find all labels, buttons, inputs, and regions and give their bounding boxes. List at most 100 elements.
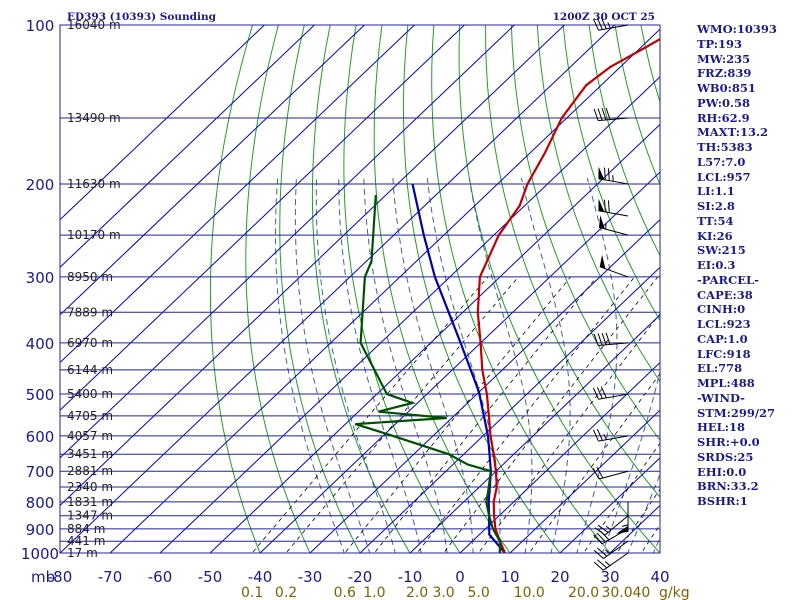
isotherms [60, 25, 660, 553]
temperature-trace [476, 37, 660, 553]
wind-barb-flag [597, 524, 609, 533]
temperature-tick-label: 0 [455, 568, 465, 586]
wind-barb-flag [592, 467, 600, 480]
isotherm [159, 76, 660, 553]
mixing-ratio-label: 3.0 [432, 585, 454, 600]
dry-adiabat [209, 25, 261, 553]
isotherm [509, 409, 660, 553]
dry-adiabat [402, 25, 561, 553]
wind-barb-staff [603, 552, 629, 571]
wind-barb-flag [596, 428, 603, 441]
temperature-tick-label: -80 [48, 568, 73, 586]
height-label: 16040 m [67, 18, 121, 32]
wind-barb-half-flag [604, 561, 611, 566]
mixing-ratio-line [344, 276, 571, 553]
isotherm [60, 25, 616, 553]
wind-barb-flag [592, 429, 599, 442]
mixing-ratio-label: 10.0 [514, 585, 545, 600]
wind-barb-flag [593, 534, 603, 545]
wind-barb [593, 540, 629, 559]
chart-header-left: ED393 (10393) Sounding [67, 11, 217, 23]
wind-barb-flag [597, 108, 603, 121]
height-label: 6144 m [67, 363, 113, 377]
wind-barb [592, 466, 629, 480]
wind-barb-staff [598, 117, 629, 122]
isobars [59, 24, 661, 554]
mixing-ratio-label: 2.0 [406, 585, 428, 600]
index-item: LCL:957 [697, 169, 751, 184]
index-item: LFC:918 [697, 346, 751, 361]
indices-panel: WMO:10393 TP:193 MW:235 FRZ:839 WB0:851 PW:0.… [697, 22, 800, 509]
temperature-tick-label: 20 [550, 568, 569, 586]
index-item: HEL:18 [697, 420, 745, 435]
index-item: SI:2.8 [697, 199, 735, 213]
mixing-ratio-line [285, 276, 519, 553]
dry-adiabat [562, 25, 660, 322]
index-item: EI:0.3 [697, 258, 736, 272]
sounding-profiles [354, 37, 660, 553]
wind-barb-flag [596, 18, 603, 30]
pressure-tick-label: 800 [26, 494, 55, 512]
wind-barb-flag [593, 108, 599, 121]
mixing-ratio-label: 0.2 [275, 585, 297, 600]
moist-adiabat [338, 178, 422, 553]
temperature-tick-label: 40 [650, 568, 669, 586]
wind-barb-flag [603, 199, 606, 213]
mixing-ratio-unit: g/kg [659, 585, 690, 600]
wind-barb-pennant [599, 215, 605, 229]
mixing-ratio-label: 0.6 [334, 585, 356, 600]
wind-barb-flag [592, 387, 599, 400]
mixing-ratio-label: 30.0 [601, 585, 632, 600]
mixing-ratio-line [583, 442, 660, 553]
height-label: 11630 m [67, 177, 121, 191]
wind-barb [593, 552, 629, 571]
pressure-tick-label: 400 [26, 335, 55, 353]
pressure-unit-label: mb [31, 568, 55, 586]
wind-barb-flag [593, 561, 604, 571]
wind-barb-flag [607, 168, 610, 181]
mixing-ratio-line [478, 313, 660, 553]
wind-barb-flag [593, 333, 599, 346]
temperature-tick-label: 10 [500, 568, 519, 586]
dry-adiabat [431, 25, 611, 553]
wind-barb-flag [600, 386, 607, 399]
wind-barb [593, 107, 629, 122]
dewpoint-trace [354, 195, 502, 553]
wind-barb [593, 528, 629, 545]
height-label: 8950 m [67, 270, 113, 284]
wind-barb-flag [607, 200, 610, 213]
wind-barb-staff [598, 393, 629, 400]
index-item: EHI:0.0 [697, 464, 747, 479]
mixing-ratio-label: 5.0 [467, 585, 489, 600]
isotherm [559, 457, 660, 553]
wind-barb-staff [598, 342, 629, 347]
isotherm [60, 25, 266, 221]
index-item: MPL:488 [697, 376, 755, 390]
moist-adiabat [315, 178, 396, 553]
pressure-tick-label: 900 [26, 521, 55, 539]
wind-barb [593, 332, 629, 347]
mixing-ratio-line [416, 276, 635, 553]
plot-frame [59, 24, 661, 554]
wind-barb-flag [605, 107, 611, 120]
height-label: 2340 m [67, 480, 113, 494]
index-item: SW:215 [697, 243, 746, 258]
isotherm [60, 25, 466, 411]
height-label: 884 m [67, 522, 105, 536]
index-item: TP:193 [697, 36, 743, 51]
dry-adiabat [588, 25, 660, 257]
temperature-tick-label: -40 [248, 568, 273, 586]
parcel-trace [411, 183, 506, 553]
pressure-tick-label: 600 [26, 428, 55, 446]
height-label: 7889 m [67, 305, 113, 319]
pressure-tick-label: 200 [26, 176, 55, 194]
index-item: BRN:33.2 [697, 479, 759, 494]
index-item: WMO:10393 [697, 22, 777, 36]
moist-adiabat [576, 177, 618, 553]
index-item: KI:26 [697, 228, 733, 243]
wind-barb-flag [596, 466, 604, 479]
index-item: CAPE:38 [697, 287, 753, 302]
index-item: -PARCEL- [697, 272, 759, 287]
index-item: SRDS:25 [697, 449, 754, 464]
